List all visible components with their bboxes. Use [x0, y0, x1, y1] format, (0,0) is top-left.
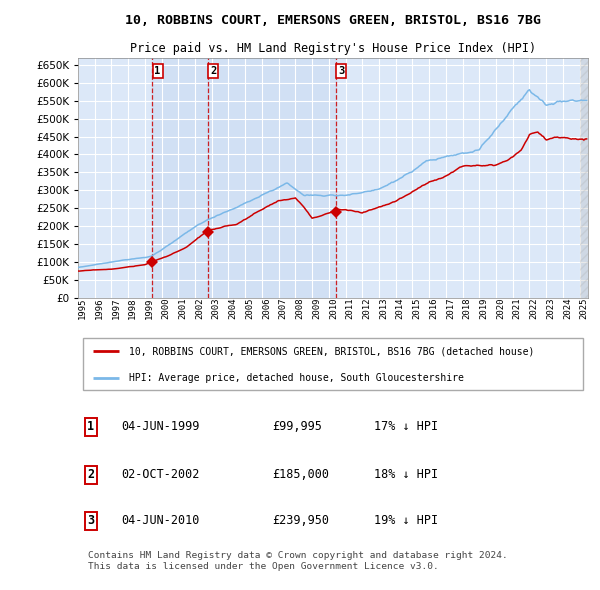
Text: 2: 2 [87, 468, 94, 481]
Text: 2025: 2025 [580, 298, 589, 319]
Text: 2000: 2000 [161, 298, 170, 319]
Text: 2008: 2008 [295, 298, 304, 319]
Text: 2020: 2020 [496, 298, 505, 319]
Text: 2013: 2013 [379, 298, 388, 319]
Text: 2015: 2015 [412, 298, 421, 319]
Text: 2017: 2017 [446, 298, 455, 319]
Text: 17% ↓ HPI: 17% ↓ HPI [374, 421, 438, 434]
Text: 2022: 2022 [529, 298, 538, 319]
Text: 2019: 2019 [479, 298, 488, 319]
Text: 2: 2 [210, 66, 217, 76]
Text: HPI: Average price, detached house, South Gloucestershire: HPI: Average price, detached house, Sout… [129, 373, 464, 383]
Text: 2018: 2018 [463, 298, 472, 319]
Bar [580, 58, 588, 298]
Text: 2007: 2007 [278, 298, 287, 319]
Text: 2016: 2016 [429, 298, 438, 319]
Bar [208, 58, 336, 298]
Text: 04-JUN-1999: 04-JUN-1999 [121, 421, 200, 434]
Text: 2021: 2021 [513, 298, 522, 319]
Text: 2023: 2023 [546, 298, 555, 319]
Text: 1: 1 [154, 66, 161, 76]
Text: 2009: 2009 [312, 298, 321, 319]
Bar [152, 58, 208, 298]
Text: 2014: 2014 [396, 298, 405, 319]
Text: 1995: 1995 [78, 298, 87, 319]
Text: 3: 3 [338, 66, 344, 76]
Text: 18% ↓ HPI: 18% ↓ HPI [374, 468, 438, 481]
Text: Contains HM Land Registry data © Crown copyright and database right 2024.
This d: Contains HM Land Registry data © Crown c… [88, 551, 508, 571]
Text: 1996: 1996 [95, 298, 104, 319]
Text: 2003: 2003 [212, 298, 221, 319]
Text: 10, ROBBINS COURT, EMERSONS GREEN, BRISTOL, BS16 7BG: 10, ROBBINS COURT, EMERSONS GREEN, BRIST… [125, 15, 541, 28]
Text: 1998: 1998 [128, 298, 137, 319]
Text: 02-OCT-2002: 02-OCT-2002 [121, 468, 200, 481]
Text: £185,000: £185,000 [272, 468, 329, 481]
Text: 10, ROBBINS COURT, EMERSONS GREEN, BRISTOL, BS16 7BG (detached house): 10, ROBBINS COURT, EMERSONS GREEN, BRIST… [129, 346, 535, 356]
Text: 1999: 1999 [145, 298, 154, 319]
Text: 2005: 2005 [245, 298, 254, 319]
Text: 2010: 2010 [329, 298, 338, 319]
Text: £99,995: £99,995 [272, 421, 322, 434]
Text: 2006: 2006 [262, 298, 271, 319]
Text: 2002: 2002 [195, 298, 204, 319]
Text: 1997: 1997 [112, 298, 121, 319]
Text: 2001: 2001 [178, 298, 187, 319]
Text: 2012: 2012 [362, 298, 371, 319]
FancyBboxPatch shape [83, 338, 583, 389]
Text: 2024: 2024 [563, 298, 572, 319]
Text: £239,950: £239,950 [272, 514, 329, 527]
Text: 1: 1 [87, 421, 94, 434]
Text: 04-JUN-2010: 04-JUN-2010 [121, 514, 200, 527]
Text: 19% ↓ HPI: 19% ↓ HPI [374, 514, 438, 527]
Text: Price paid vs. HM Land Registry's House Price Index (HPI): Price paid vs. HM Land Registry's House … [130, 42, 536, 55]
Text: 3: 3 [87, 514, 94, 527]
Text: 2011: 2011 [346, 298, 355, 319]
Text: 2004: 2004 [229, 298, 238, 319]
